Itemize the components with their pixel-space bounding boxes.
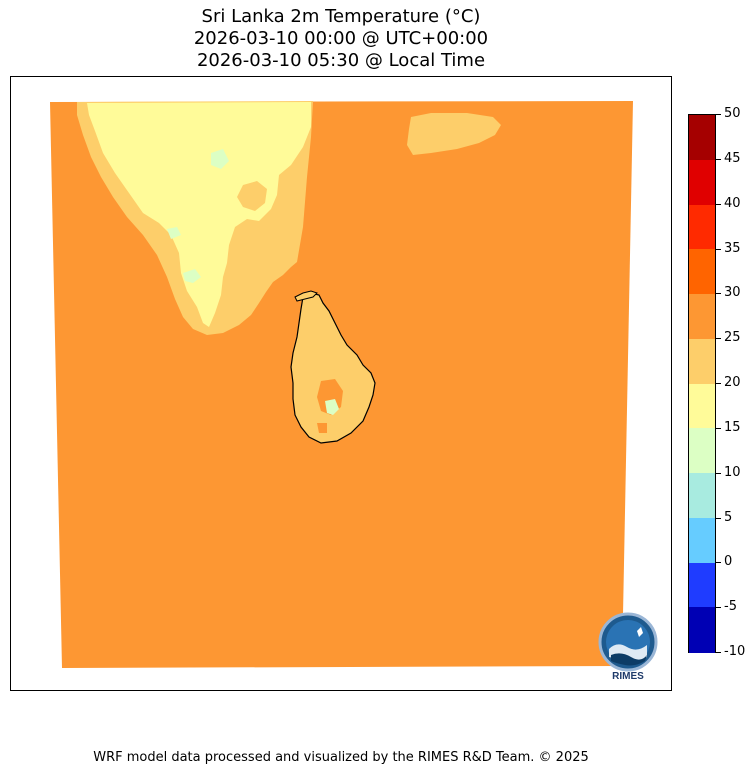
title-line-3: 2026-03-10 05:30 @ Local Time <box>196 50 486 71</box>
rimes-logo-icon: RIMES <box>598 612 658 681</box>
colorbar-tick <box>716 517 721 519</box>
sri-lanka-cool-highland <box>325 399 339 415</box>
bay-warm-patch <box>407 113 501 155</box>
colorbar-tick <box>716 203 721 205</box>
cool-spot <box>183 269 201 283</box>
colorbar-tick <box>716 652 721 653</box>
colorbar-tick <box>716 383 721 384</box>
colorbar-segment <box>689 473 715 519</box>
map-frame[interactable]: RIMES <box>10 76 672 691</box>
colorbar-tick-label: -10 <box>724 644 746 659</box>
colorbar-segment <box>689 204 715 250</box>
colorbar-segment <box>689 607 715 653</box>
colorbar-tick-label: 5 <box>724 509 733 525</box>
colorbar-tick-label: -5 <box>724 599 737 615</box>
colorbar-tick-label: 25 <box>724 330 741 346</box>
colorbar-tick-label: 10 <box>724 464 741 480</box>
colorbar-tick-label: 35 <box>724 240 741 256</box>
title-line-2: 2026-03-10 00:00 @ UTC+00:00 <box>193 28 489 49</box>
colorbar-tick-label: 50 <box>724 106 741 121</box>
colorbar-segment <box>689 115 715 161</box>
colorbar-segment <box>689 562 715 608</box>
map-title: Sri Lanka 2m Temperature (°C) 2026-03-10… <box>0 6 682 72</box>
colorbar-segment <box>689 383 715 429</box>
cool-spot <box>211 149 229 169</box>
colorbar-tick <box>716 562 721 564</box>
india-warm-patch <box>237 181 267 211</box>
colorbar-tick <box>716 293 721 295</box>
colorbar-tick-label: 15 <box>724 419 741 435</box>
colorbar-tick-label: 30 <box>724 285 741 301</box>
colorbar-tick <box>716 248 721 250</box>
colorbar <box>688 114 716 653</box>
jaffna-peninsula <box>294 290 318 302</box>
colorbar-segment <box>689 294 715 340</box>
colorbar-segment <box>689 249 715 295</box>
colorbar-segment <box>689 338 715 384</box>
sri-lanka-coast-patch <box>317 423 327 433</box>
colorbar-tick-label: 45 <box>724 150 741 166</box>
colorbar-tick-label: 20 <box>724 375 741 390</box>
colorbar-segment <box>689 517 715 563</box>
temperature-map[interactable] <box>11 77 671 690</box>
colorbar-tick <box>716 338 721 340</box>
cool-spot <box>167 227 181 239</box>
credit-footer: WRF model data processed and visualized … <box>93 750 589 765</box>
colorbar-tick <box>716 114 721 115</box>
title-line-1: Sri Lanka 2m Temperature (°C) <box>201 6 481 27</box>
colorbar-tick <box>716 607 721 609</box>
colorbar-segment <box>689 159 715 205</box>
rimes-logo-text: RIMES <box>612 671 644 681</box>
colorbar-segment <box>689 428 715 474</box>
colorbar-tick-label: 0 <box>724 554 733 570</box>
colorbar-tick <box>716 427 721 429</box>
india-warm-patch <box>281 199 293 217</box>
colorbar-tick <box>716 158 721 160</box>
india-interior-region <box>87 102 311 327</box>
colorbar-tick <box>716 472 721 474</box>
colorbar-tick-label: 40 <box>724 195 741 211</box>
sri-lanka-land <box>290 292 376 444</box>
